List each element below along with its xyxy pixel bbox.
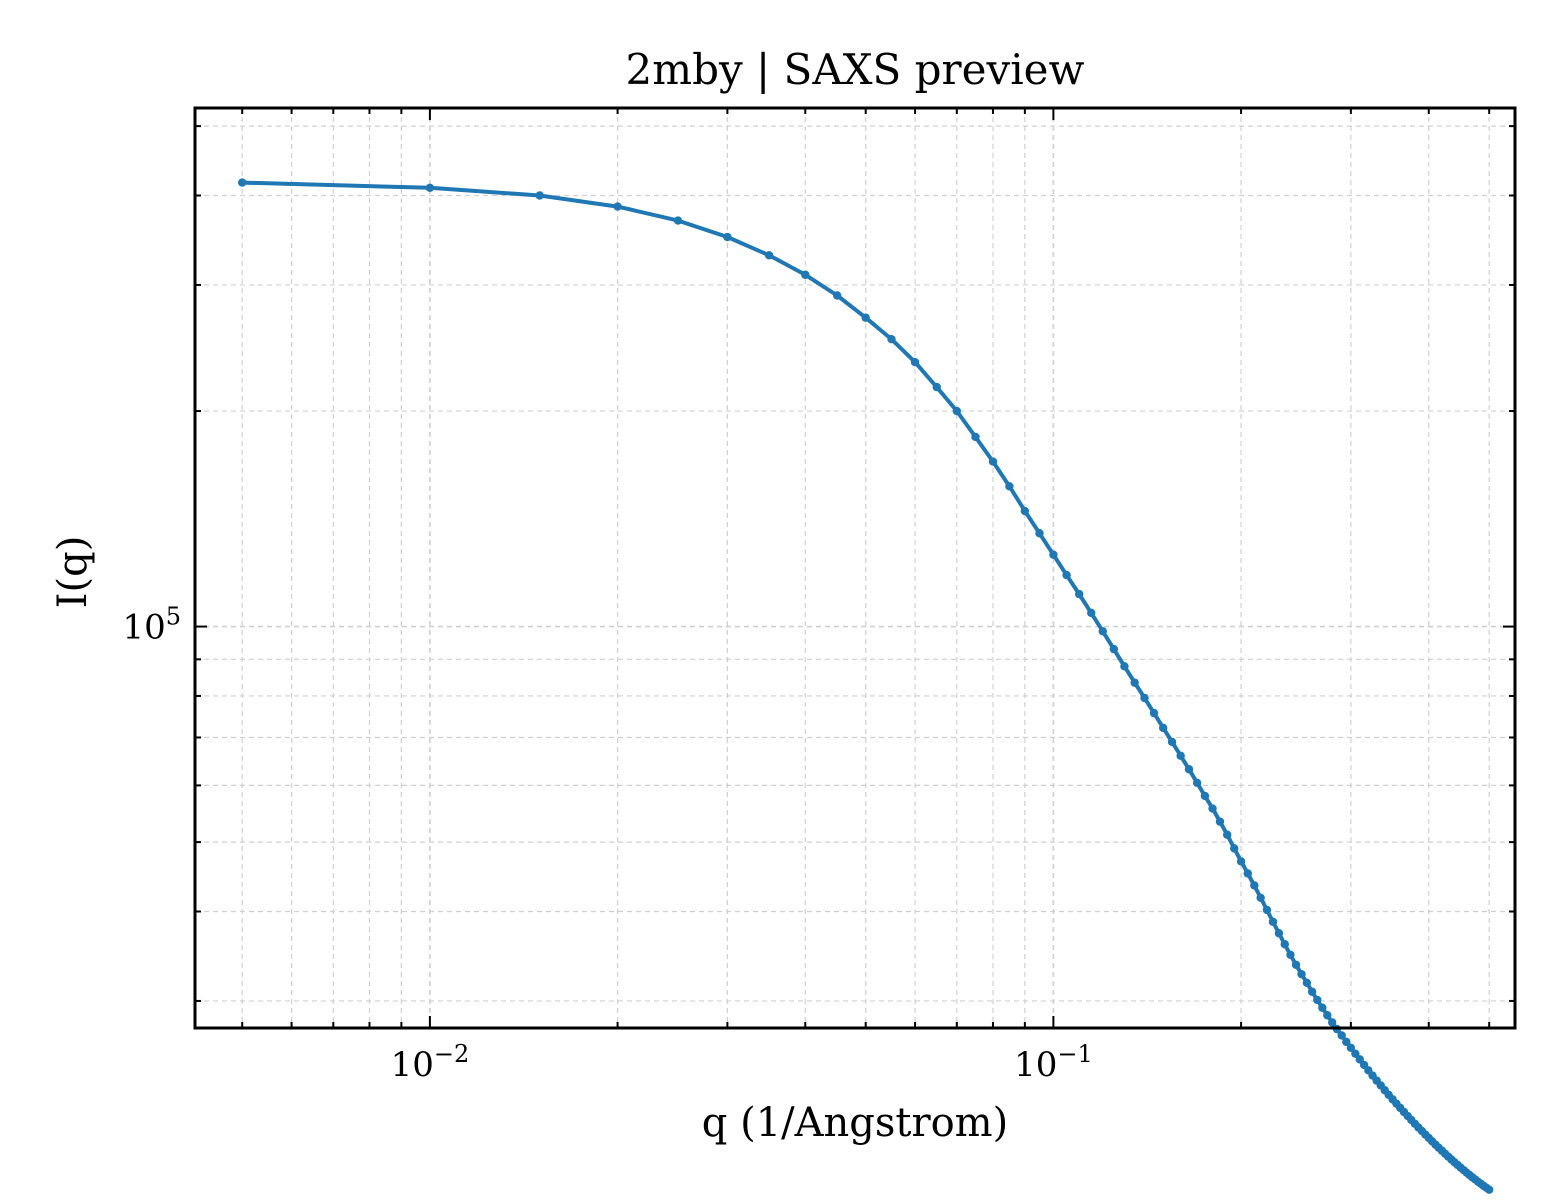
x-axis-label: q (1/Angstrom) (702, 1100, 1008, 1146)
data-point (1286, 950, 1295, 959)
data-point (1236, 857, 1246, 866)
data-point (1167, 737, 1177, 747)
data-point (1087, 608, 1096, 618)
data-point (425, 183, 435, 193)
data-point (1342, 1037, 1351, 1047)
data-point (801, 270, 810, 279)
data-point (1230, 844, 1239, 853)
data-point (1184, 765, 1194, 774)
data-point (1208, 804, 1217, 813)
y-tick-label: 105 (122, 603, 181, 648)
data-point (1262, 905, 1272, 915)
data-point (1062, 570, 1071, 580)
data-point (764, 251, 774, 260)
data-point (1074, 589, 1084, 599)
plot-frame (193, 106, 1517, 1030)
data-point (1215, 817, 1225, 826)
data-point (952, 406, 962, 416)
data-point (1098, 627, 1107, 636)
data-point (1484, 1185, 1494, 1194)
data-point (1158, 723, 1168, 733)
data-point (1274, 929, 1284, 938)
data-point (971, 432, 980, 442)
data-point (1318, 1003, 1327, 1012)
data-point (1291, 960, 1301, 969)
x-tick-label: 10−1 (1014, 1040, 1093, 1085)
y-axis-label: I(q) (50, 536, 96, 609)
data-point (535, 191, 544, 200)
data-point (910, 358, 920, 367)
axis-ticks: 10−2 10−1 105 (122, 108, 1515, 1085)
data-point (1149, 708, 1159, 718)
data-point (1120, 662, 1129, 671)
data-point (1035, 529, 1044, 538)
data-point (1243, 869, 1252, 878)
chart-title: 2mby | SAXS preview (626, 45, 1085, 94)
data-point (1280, 940, 1289, 949)
data-point (1005, 482, 1014, 491)
data-point (1256, 893, 1265, 903)
data-point (1327, 1018, 1337, 1027)
x-tick-label: 10−2 (391, 1040, 470, 1085)
data-point (1337, 1031, 1346, 1040)
data-point (1268, 917, 1278, 926)
data-point (1250, 881, 1259, 890)
data-point (1302, 978, 1312, 988)
grid-lines (195, 108, 1515, 1028)
data-point (887, 334, 896, 344)
data-point (1020, 506, 1030, 516)
data-point (1130, 678, 1139, 687)
data-point (723, 232, 732, 242)
data-point (1140, 693, 1149, 703)
data-point (1200, 791, 1210, 801)
data-point (1346, 1043, 1356, 1053)
data-point (832, 291, 842, 300)
data-point (1323, 1011, 1332, 1020)
data-point (988, 457, 998, 466)
data-point (1176, 751, 1185, 760)
data-point (673, 216, 683, 225)
data-point (1109, 644, 1119, 654)
data-point (613, 202, 622, 211)
data-point (1297, 969, 1306, 979)
data-point (1049, 550, 1058, 559)
data-point (932, 382, 941, 392)
data-point (1222, 830, 1232, 839)
data-point (238, 178, 247, 187)
data-point (1313, 995, 1322, 1005)
data-point (1351, 1049, 1360, 1058)
data-point (1192, 778, 1202, 788)
plot-area (238, 178, 1494, 1194)
data-point (1307, 987, 1317, 996)
data-point (861, 313, 870, 322)
